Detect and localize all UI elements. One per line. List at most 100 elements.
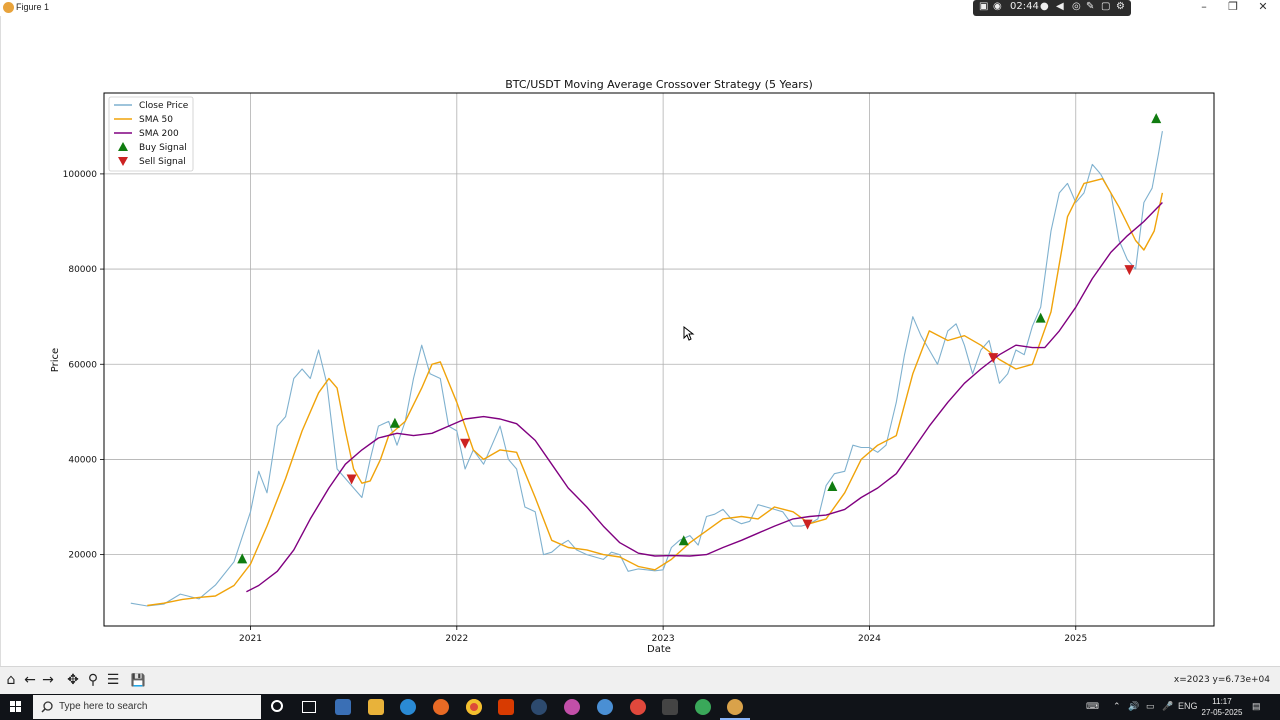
x-tick-label: 2025 xyxy=(1064,634,1087,644)
legend-label: SMA 200 xyxy=(139,129,179,139)
wps-icon[interactable] xyxy=(531,699,547,715)
x-tick-label: 2022 xyxy=(445,634,468,644)
minimize-button[interactable]: – xyxy=(1201,0,1207,13)
pan-icon[interactable]: ✥ xyxy=(67,672,79,688)
home-icon[interactable]: ⌂ xyxy=(6,672,16,688)
subplots-icon[interactable]: ☰ xyxy=(106,672,120,688)
windows-taskbar: Type here to search ⌨ ⌃ 🔊 ▭ 🎤 ENG 11:17 … xyxy=(0,694,1280,720)
pen-icon[interactable]: ✎ xyxy=(1086,1,1095,12)
buy-signal-marker xyxy=(678,535,689,546)
legend: Close Price SMA 50 SMA 200 Buy Signal Sell S… xyxy=(108,96,194,172)
y-tick-label: 40000 xyxy=(68,455,97,465)
chrome-profile-icon[interactable] xyxy=(597,699,613,715)
window-titlebar: Figure 1 ▣ ◉ 02:44 ● ◀ ◎ ✎ ▢ ⚙ – ❐ ✕ xyxy=(0,0,1280,16)
show-hidden-icons[interactable]: ⌃ xyxy=(1113,701,1121,711)
search-placeholder: Type here to search xyxy=(59,701,148,712)
sell-signal-marker xyxy=(1124,265,1135,276)
legend-swatch xyxy=(118,142,128,151)
camera-icon[interactable]: ▣ xyxy=(979,1,989,12)
task-view-icon[interactable] xyxy=(302,701,316,713)
taskbar-clock[interactable]: 11:17 27-05-2025 xyxy=(1200,696,1244,718)
figure-app-icon xyxy=(3,2,14,13)
buy-signal-marker xyxy=(827,481,838,492)
network-icon[interactable]: ▭ xyxy=(1146,701,1155,711)
python-figure-icon[interactable] xyxy=(727,699,743,715)
y-tick-label: 60000 xyxy=(68,360,97,370)
grid-lines xyxy=(104,93,1214,626)
buy-signal-marker xyxy=(237,553,248,564)
buy-signal-marker xyxy=(1035,312,1046,323)
y-tick-label: 80000 xyxy=(68,265,97,275)
legend-swatch xyxy=(118,157,128,166)
recorder-time: 02:44 xyxy=(1010,1,1039,12)
sell-signal-marker xyxy=(802,519,813,530)
buy-signal-marker xyxy=(1151,113,1162,124)
volume-icon[interactable]: 🔊 xyxy=(1128,701,1140,711)
cursor-coordinates: x=2023 y=6.73e+04 xyxy=(1173,675,1270,685)
zoom-icon[interactable]: ⚲ xyxy=(87,672,99,688)
mouse-cursor-icon xyxy=(683,326,695,341)
screen-recorder-toolbar[interactable]: ▣ ◉ 02:44 ● ◀ ◎ ✎ ▢ ⚙ xyxy=(973,0,1131,16)
taskbar-search-box[interactable]: Type here to search xyxy=(33,695,261,719)
window-icon[interactable]: ▢ xyxy=(1101,1,1111,12)
record-icon[interactable]: ◉ xyxy=(993,1,1002,12)
close-price-line xyxy=(130,131,1163,607)
photos-icon[interactable] xyxy=(564,699,580,715)
sell-signal-marker xyxy=(988,353,999,364)
firefox-icon[interactable] xyxy=(433,699,449,715)
app-icon[interactable] xyxy=(695,699,711,715)
microphone-icon[interactable]: ● xyxy=(1040,1,1049,12)
figure-canvas[interactable]: 2021 2022 2023 2024 2025 20000 40000 60000 80000… xyxy=(0,16,1280,666)
speaker-icon[interactable]: ◀ xyxy=(1056,1,1064,12)
axis-ticks: 2021 2022 2023 2024 2025 20000 40000 60000 80000… xyxy=(63,170,1088,644)
edge-icon[interactable] xyxy=(400,699,416,715)
sell-signal-marker xyxy=(346,474,357,485)
chrome-profile-2-icon[interactable] xyxy=(630,699,646,715)
clock-date: 27-05-2025 xyxy=(1201,708,1243,717)
legend-box xyxy=(108,96,194,172)
sma-50-line xyxy=(147,178,1164,607)
x-tick-label: 2023 xyxy=(652,634,675,644)
legend-label: Close Price xyxy=(139,101,189,111)
store-icon[interactable] xyxy=(335,699,351,715)
x-tick-label: 2021 xyxy=(239,634,262,644)
x-axis-label: Date xyxy=(647,644,671,655)
maximize-button[interactable]: ❐ xyxy=(1228,0,1238,13)
signal-markers xyxy=(237,113,1162,564)
y-tick-label: 100000 xyxy=(63,170,98,180)
back-arrow-icon[interactable]: ← xyxy=(24,672,36,688)
microphone-tray-icon[interactable]: 🎤 xyxy=(1162,701,1174,711)
windows-start-icon[interactable] xyxy=(0,694,32,720)
y-tick-label: 20000 xyxy=(68,551,97,561)
x-tick-label: 2024 xyxy=(858,634,881,644)
window-title: Figure 1 xyxy=(16,2,50,12)
y-axis-label: Price xyxy=(50,348,61,372)
series-layer xyxy=(130,131,1164,607)
active-app-indicator xyxy=(720,718,750,720)
legend-label: Sell Signal xyxy=(139,157,186,167)
plot-frame xyxy=(103,92,1215,627)
notification-icon[interactable]: ▤ xyxy=(1252,701,1261,711)
office-icon[interactable] xyxy=(498,699,514,715)
chrome-icon[interactable] xyxy=(466,699,482,715)
file-explorer-icon[interactable] xyxy=(368,699,384,715)
clock-time: 11:17 xyxy=(1212,697,1232,706)
chart-svg[interactable]: 2021 2022 2023 2024 2025 20000 40000 60000 80000… xyxy=(1,16,1279,666)
close-button[interactable]: ✕ xyxy=(1258,0,1268,13)
sell-signal-marker xyxy=(460,438,471,449)
save-icon[interactable]: 💾 xyxy=(130,673,146,687)
buy-signal-marker xyxy=(389,417,400,428)
legend-label: SMA 50 xyxy=(139,115,173,125)
webcam-icon[interactable]: ◎ xyxy=(1072,1,1081,12)
sma-200-line xyxy=(246,202,1163,593)
terminal-icon[interactable] xyxy=(662,699,678,715)
chart-title: BTC/USDT Moving Average Crossover Strate… xyxy=(505,78,813,91)
forward-arrow-icon[interactable]: → xyxy=(42,672,54,688)
navigation-toolbar: ⌂ ← → ✥ ⚲ ☰ 💾 x=2023 y=6.73e+04 xyxy=(0,666,1280,695)
legend-label: Buy Signal xyxy=(139,143,187,153)
language-indicator[interactable]: ENG xyxy=(1178,701,1198,711)
search-icon xyxy=(41,701,53,713)
keyboard-icon[interactable]: ⌨ xyxy=(1086,701,1099,711)
cortana-icon[interactable] xyxy=(271,700,283,712)
gear-icon[interactable]: ⚙ xyxy=(1116,1,1125,12)
